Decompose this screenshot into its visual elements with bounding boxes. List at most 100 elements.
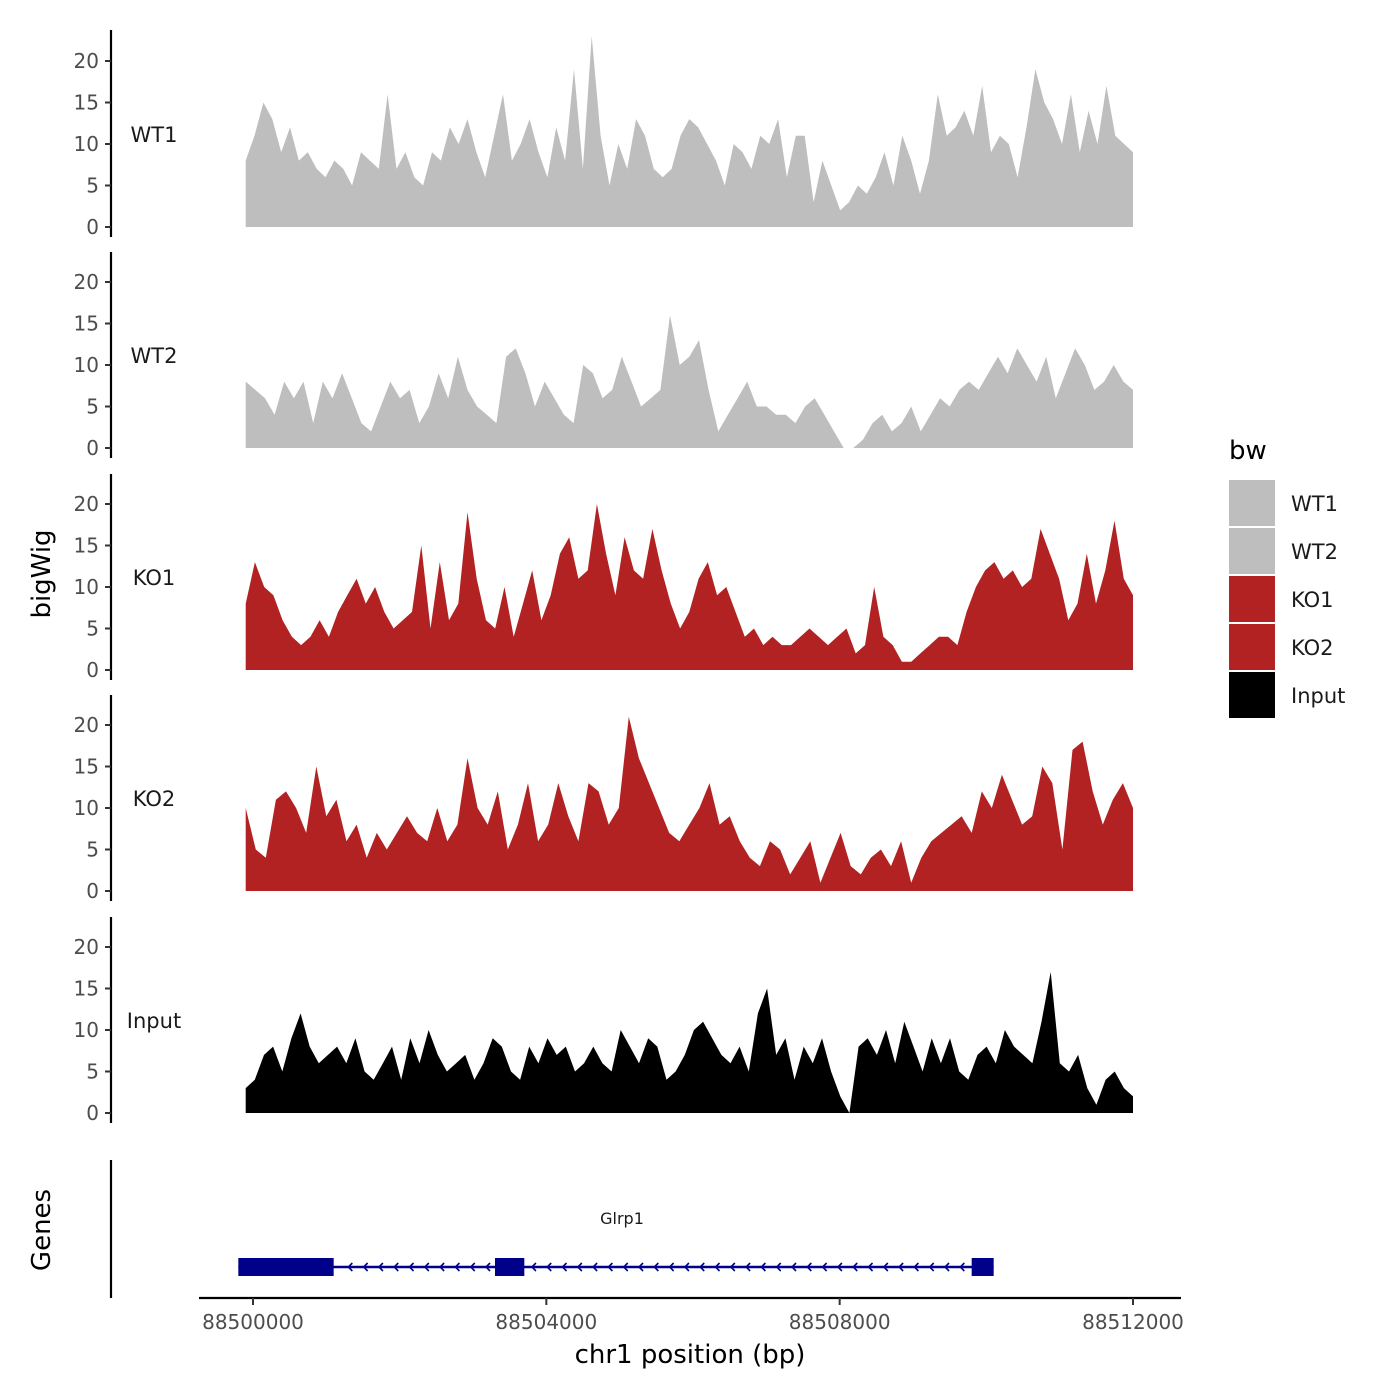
strand-arrow	[622, 1262, 629, 1272]
strand-arrow	[699, 1262, 705, 1272]
y-tick-label: 0	[86, 436, 99, 460]
y-tick-label: 15	[74, 91, 99, 115]
legend-label: KO2	[1291, 636, 1334, 660]
strand-arrow	[469, 1262, 476, 1272]
strand-arrow	[377, 1262, 384, 1272]
y-tick-label: 5	[86, 1060, 99, 1084]
gene-exon	[495, 1258, 525, 1276]
x-tick-label: 88504000	[495, 1310, 597, 1334]
legend-title: bw	[1229, 436, 1267, 466]
track-label: KO2	[133, 787, 176, 811]
strand-arrow	[928, 1262, 935, 1272]
x-axis-title: chr1 position (bp)	[575, 1340, 806, 1370]
strand-arrow	[959, 1262, 965, 1272]
coverage-tracks: 0 5 10 15 20 WT1 0 5 10 15 20 WT2 0 5 10 15 20 KO1 0 5 10 15 2…	[74, 30, 1133, 1125]
coverage-area-wt2	[245, 315, 1133, 448]
track-wt1: 0 5 10 15 20 WT1	[74, 30, 1133, 239]
x-tick-label: 88500000	[202, 1310, 304, 1334]
strand-arrow	[530, 1262, 537, 1272]
strand-arrow	[347, 1262, 353, 1272]
x-axis: 88500000 88504000 88508000 88512000	[199, 1296, 1184, 1334]
y-tick-label: 5	[86, 838, 99, 862]
y-tick-label: 20	[74, 270, 99, 294]
y-tick-label: 10	[74, 575, 99, 599]
y-tick-label: 10	[74, 796, 99, 820]
legend-key-ko1	[1229, 576, 1275, 622]
strand-arrow	[408, 1262, 415, 1272]
strand-arrow	[454, 1262, 460, 1272]
strand-arrow	[637, 1262, 644, 1272]
y-tick-label: 0	[86, 658, 99, 682]
legend-label: WT1	[1291, 492, 1338, 516]
strand-arrow	[898, 1262, 904, 1272]
y-axis-title: bigWig	[27, 529, 57, 618]
track-label: WT2	[131, 344, 178, 368]
strand-arrow	[943, 1262, 950, 1272]
gene-model	[238, 1258, 994, 1276]
track-label: Input	[127, 1009, 181, 1033]
strand-arrow	[714, 1262, 721, 1272]
gene-panel-title: Genes	[27, 1189, 57, 1271]
track-label: WT1	[131, 123, 178, 147]
coverage-area-input	[245, 971, 1133, 1113]
coverage-area-ko2	[245, 716, 1133, 891]
y-tick-label: 10	[74, 353, 99, 377]
strand-arrow	[546, 1262, 552, 1272]
strand-arrow	[607, 1262, 613, 1272]
legend-label: WT2	[1291, 540, 1338, 564]
legend-key-input	[1229, 672, 1275, 718]
y-tick-label: 20	[74, 492, 99, 516]
track-ko2: 0 5 10 15 20 KO2	[74, 695, 1133, 903]
strand-arrow	[775, 1262, 782, 1272]
y-tick-label: 5	[86, 174, 99, 198]
strand-arrow	[484, 1262, 491, 1272]
strand-arrow	[913, 1262, 919, 1272]
strand-arrow	[653, 1262, 659, 1272]
strand-arrow	[729, 1262, 736, 1272]
strand-arrow	[576, 1262, 583, 1272]
y-tick-label: 15	[74, 977, 99, 1001]
y-tick-label: 15	[74, 755, 99, 779]
strand-arrow	[592, 1262, 598, 1272]
y-tick-label: 10	[74, 132, 99, 156]
legend-label: Input	[1291, 684, 1345, 708]
legend-label: KO1	[1291, 588, 1334, 612]
gene-panel: Glrp1 Genes	[27, 1160, 994, 1298]
strand-arrow	[806, 1262, 812, 1272]
gene-exon	[238, 1258, 334, 1276]
legend-key-ko2	[1229, 624, 1275, 670]
track-ko1: 0 5 10 15 20 KO1	[74, 474, 1133, 682]
track-input: 0 5 10 15 20 Input	[74, 917, 1133, 1125]
legend-key-wt1	[1229, 480, 1275, 526]
y-tick-label: 15	[74, 534, 99, 558]
y-tick-label: 5	[86, 617, 99, 641]
y-tick-label: 20	[74, 935, 99, 959]
strand-arrow	[745, 1262, 751, 1272]
y-tick-label: 0	[86, 215, 99, 239]
track-label: KO1	[133, 566, 176, 590]
coverage-area-wt1	[245, 36, 1133, 227]
y-tick-label: 0	[86, 879, 99, 903]
strand-arrow	[821, 1262, 828, 1272]
x-tick-label: 88512000	[1082, 1310, 1184, 1334]
strand-arrow	[760, 1262, 766, 1272]
y-tick-label: 10	[74, 1018, 99, 1042]
strand-arrow	[790, 1262, 797, 1272]
legend: bw WT1 WT2 KO1 KO2 Input	[1229, 436, 1345, 718]
x-tick-label: 88508000	[789, 1310, 891, 1334]
track-wt2: 0 5 10 15 20 WT2	[74, 252, 1133, 460]
strand-arrow	[668, 1262, 675, 1272]
strand-arrow	[867, 1262, 874, 1272]
strand-arrow	[836, 1262, 843, 1272]
strand-arrow	[393, 1262, 399, 1272]
y-tick-label: 0	[86, 1101, 99, 1125]
y-tick-label: 20	[74, 713, 99, 737]
y-tick-label: 15	[74, 312, 99, 336]
gene-label: Glrp1	[600, 1209, 644, 1228]
legend-key-wt2	[1229, 528, 1275, 574]
gene-exon	[971, 1258, 994, 1276]
strand-arrow	[561, 1262, 568, 1272]
strand-arrow	[683, 1262, 690, 1272]
strand-arrow	[439, 1262, 445, 1272]
